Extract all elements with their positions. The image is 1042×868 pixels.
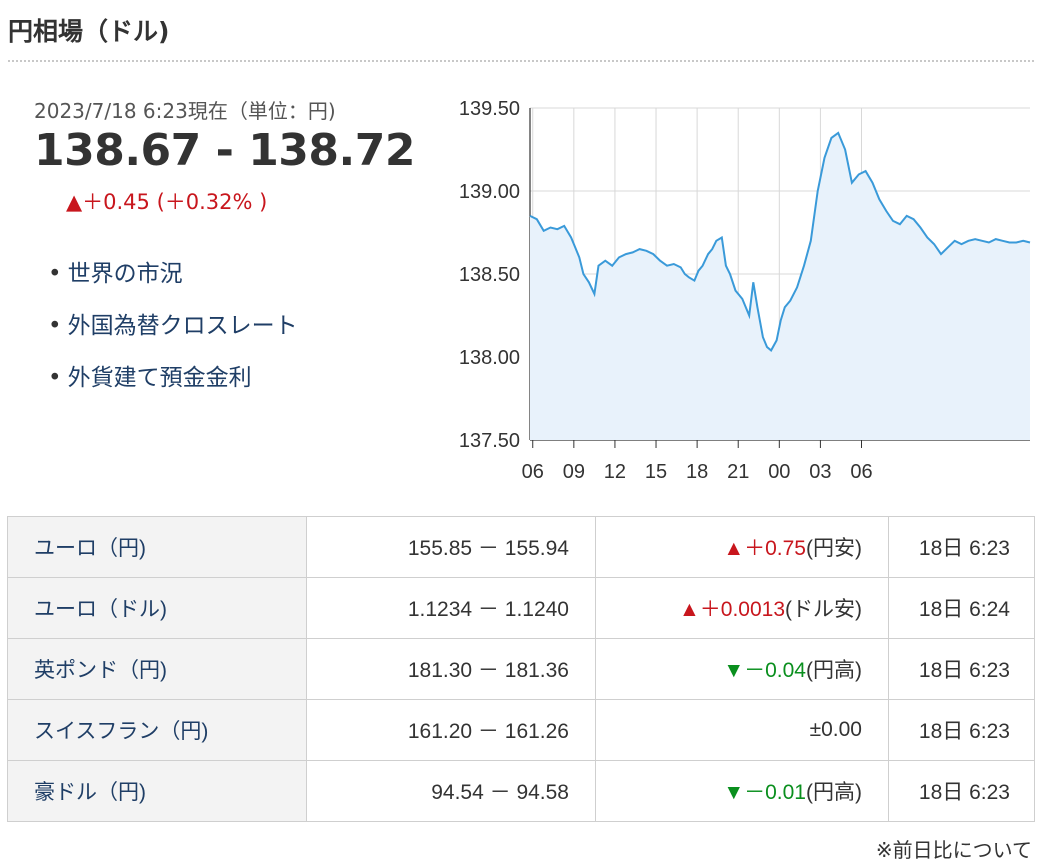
currency-name[interactable]: 豪ドル（円): [7, 760, 307, 822]
bullet-icon: •: [48, 365, 62, 391]
x-tick-label: 21: [727, 461, 749, 483]
bullet-icon: •: [48, 261, 62, 287]
x-tick-label: 15: [645, 461, 667, 483]
related-links: • 世界の市況 • 外国為替クロスレート • 外貨建て預金金利: [48, 258, 298, 414]
x-tick-label: 03: [809, 461, 831, 483]
update-time: 18日 6:23: [888, 638, 1035, 700]
rate-range: 161.20 － 161.26: [306, 699, 596, 761]
quote-change: ▲＋0.45 (＋0.32% ): [66, 190, 268, 214]
rate-range: 155.85 － 155.94: [306, 516, 596, 578]
footnote-link[interactable]: ※前日比について: [875, 838, 1032, 862]
change-value: ±0.00: [809, 718, 862, 741]
change-note: (円高): [806, 781, 862, 804]
change-value: ▼－0.04: [723, 659, 806, 682]
rates-table: ユーロ（円) 155.85 － 155.94 ▲＋0.75(円安) 18日 6:23 ユ…: [7, 516, 1035, 822]
bullet-icon: •: [48, 313, 62, 339]
x-tick-label: 12: [604, 461, 626, 483]
rate-change: ▲＋0.75(円安): [595, 516, 889, 578]
x-tick-label: 00: [768, 461, 790, 483]
table-row: 豪ドル（円) 94.54 － 94.58 ▼－0.01(円高) 18日 6:23: [7, 760, 1035, 822]
currency-name[interactable]: スイスフラン（円): [7, 699, 307, 761]
currency-name[interactable]: 英ポンド（円): [7, 638, 307, 700]
x-tick-label: 06: [522, 461, 544, 483]
update-time: 18日 6:23: [888, 516, 1035, 578]
update-time: 18日 6:23: [888, 760, 1035, 822]
link-item: • 外国為替クロスレート: [48, 310, 298, 362]
currency-name[interactable]: ユーロ（ドル): [7, 577, 307, 639]
link-world-markets[interactable]: 世界の市況: [67, 261, 183, 287]
y-tick-label: 139.00: [459, 181, 520, 203]
quote-timestamp: 2023/7/18 6:23現在（単位：円): [34, 99, 336, 123]
link-item: • 世界の市況: [48, 258, 298, 310]
rate-range: 181.30 － 181.36: [306, 638, 596, 700]
change-note: (ドル安): [785, 598, 862, 621]
series-line: [529, 131, 1031, 352]
table-row: 英ポンド（円) 181.30 － 181.36 ▼－0.04(円高) 18日 6:23: [7, 638, 1035, 700]
table-row: ユーロ（円) 155.85 － 155.94 ▲＋0.75(円安) 18日 6:23: [7, 516, 1035, 578]
change-note: (円高): [806, 659, 862, 682]
table-row: スイスフラン（円) 161.20 － 161.26 ±0.00 18日 6:23: [7, 699, 1035, 761]
x-tick-label: 06: [850, 461, 872, 483]
series-area: [530, 132, 1030, 440]
currency-name[interactable]: ユーロ（円): [7, 516, 307, 578]
y-tick-label: 139.50: [459, 98, 520, 120]
rate-range: 94.54 － 94.58: [306, 760, 596, 822]
change-value: ▼－0.01: [723, 781, 806, 804]
quote-value: 138.67 - 138.72: [34, 125, 415, 176]
table-row: ユーロ（ドル) 1.1234 － 1.1240 ▲＋0.0013(ドル安) 18日 6…: [7, 577, 1035, 639]
rate-change: ▼－0.01(円高): [595, 760, 889, 822]
link-deposit-rates[interactable]: 外貨建て預金金利: [67, 365, 252, 391]
x-tick-label: 18: [686, 461, 708, 483]
change-value: ▲＋0.0013: [678, 598, 785, 621]
rate-change: ▼－0.04(円高): [595, 638, 889, 700]
update-time: 18日 6:24: [888, 577, 1035, 639]
y-tick-label: 138.00: [459, 347, 520, 369]
link-item: • 外貨建て預金金利: [48, 362, 298, 414]
update-time: 18日 6:23: [888, 699, 1035, 761]
title-divider: [8, 60, 1034, 62]
y-tick-label: 138.50: [459, 264, 520, 286]
x-tick-label: 09: [563, 461, 585, 483]
rate-range: 1.1234 － 1.1240: [306, 577, 596, 639]
page-title: 円相場（ドル): [8, 17, 170, 46]
rate-change: ▲＋0.0013(ドル安): [595, 577, 889, 639]
change-value: ▲＋0.75: [723, 537, 806, 560]
link-cross-rates[interactable]: 外国為替クロスレート: [67, 313, 298, 339]
y-tick-label: 137.50: [459, 430, 520, 452]
change-note: (円安): [806, 537, 862, 560]
rate-change: ±0.00: [595, 699, 889, 761]
